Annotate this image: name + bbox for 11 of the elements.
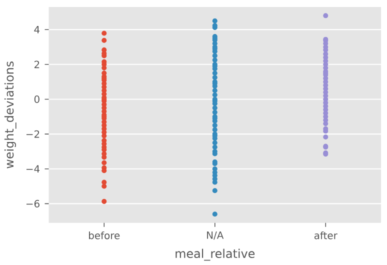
- y-tick-label: −2: [26, 130, 40, 138]
- y-tick-label: −4: [26, 165, 40, 172]
- x-tick-label: N/A: [207, 231, 224, 240]
- y-tick-label: 0: [34, 95, 40, 103]
- x-tick-label: after: [314, 231, 338, 240]
- y-tick-label: 4: [34, 26, 40, 34]
- y-tick-label: −6: [26, 200, 40, 208]
- x-axis-title: meal_relative: [176, 248, 255, 261]
- x-tick-label: before: [89, 231, 120, 240]
- y-axis-title: weight_deviations: [4, 61, 16, 168]
- y-tick-label: 2: [34, 60, 40, 68]
